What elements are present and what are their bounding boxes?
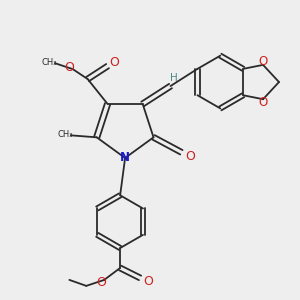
Text: O: O <box>110 56 119 69</box>
Text: O: O <box>143 275 153 288</box>
Text: N: N <box>120 152 130 164</box>
Text: O: O <box>64 61 74 74</box>
Text: H: H <box>169 73 177 83</box>
Text: CH₃: CH₃ <box>41 58 57 67</box>
Text: CH₃: CH₃ <box>57 130 73 139</box>
Text: O: O <box>258 96 268 109</box>
Text: O: O <box>96 276 106 290</box>
Text: O: O <box>258 56 268 68</box>
Text: O: O <box>185 150 195 163</box>
